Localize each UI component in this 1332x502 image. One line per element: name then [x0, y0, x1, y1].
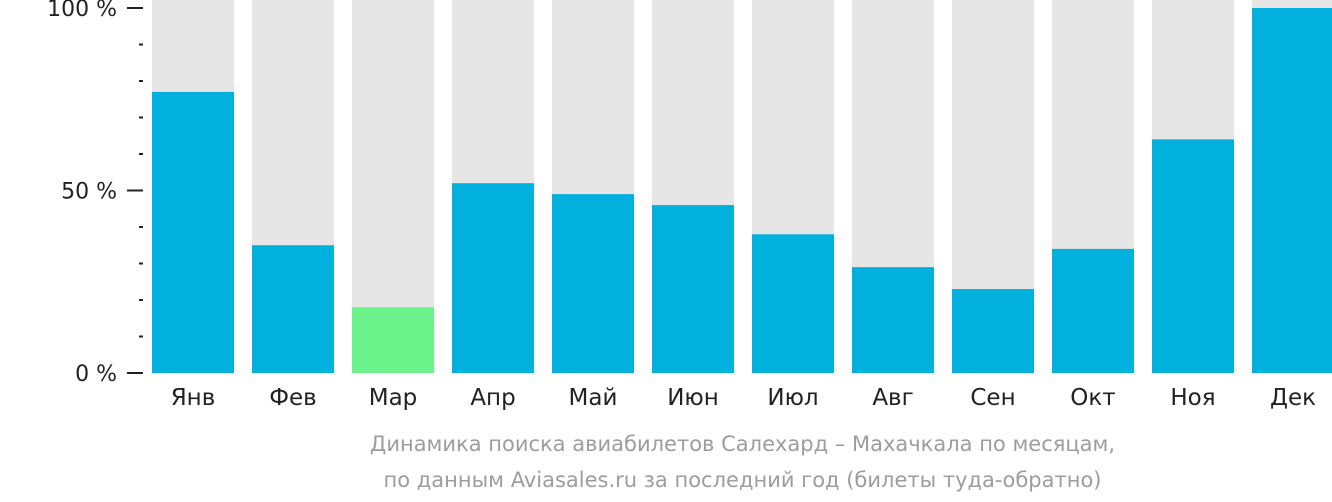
bar: [952, 289, 1034, 373]
bar: [1252, 8, 1332, 373]
y-axis: 0 % 50 % 100 %: [47, 0, 143, 387]
bar: [852, 267, 934, 373]
x-tick-label: Мар: [369, 385, 418, 411]
x-tick-label: Ноя: [1170, 385, 1215, 411]
x-tick-label: Июн: [667, 385, 719, 411]
bar: [1152, 139, 1234, 373]
bar: [352, 307, 434, 373]
x-tick-label: Янв: [171, 385, 216, 411]
x-tick-label: Авг: [872, 385, 913, 411]
bar: [552, 194, 634, 373]
x-tick-label: Сен: [970, 385, 1015, 411]
bar: [452, 183, 534, 373]
y-tick-label: 100 %: [47, 0, 117, 22]
chart-caption-line1: Динамика поиска авиабилетов Салехард – М…: [369, 432, 1116, 456]
x-tick-label: Окт: [1070, 385, 1115, 411]
x-tick-label: Апр: [470, 385, 515, 411]
x-tick-label: Фев: [269, 385, 317, 411]
bar: [652, 205, 734, 373]
x-tick-label: Дек: [1270, 385, 1316, 411]
bar: [152, 91, 234, 373]
x-axis-labels: Янв Фев Мар Апр Май Июн Июл Авг Сен Окт Ноя Дек: [171, 385, 1316, 411]
y-tick-label: 50 %: [61, 180, 117, 205]
y-tick-label: 0 %: [75, 362, 117, 387]
bar: [252, 245, 334, 373]
bar: [752, 234, 834, 373]
chart-caption-line2: по данным Aviasales.ru за последний год …: [383, 468, 1102, 492]
x-tick-label: Май: [569, 385, 618, 411]
bar: [1052, 248, 1134, 373]
bars-group: [152, 0, 1332, 373]
x-tick-label: Июл: [767, 385, 818, 411]
